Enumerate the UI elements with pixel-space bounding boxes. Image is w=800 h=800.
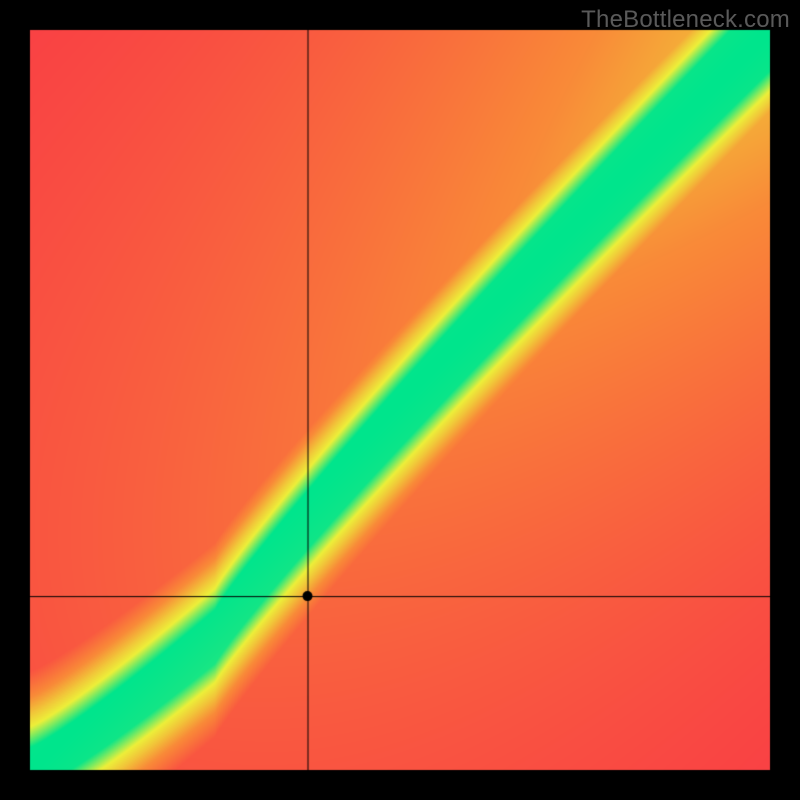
watermark-text: TheBottleneck.com — [581, 6, 790, 34]
bottleneck-heatmap — [0, 0, 800, 800]
chart-container: TheBottleneck.com — [0, 0, 800, 800]
